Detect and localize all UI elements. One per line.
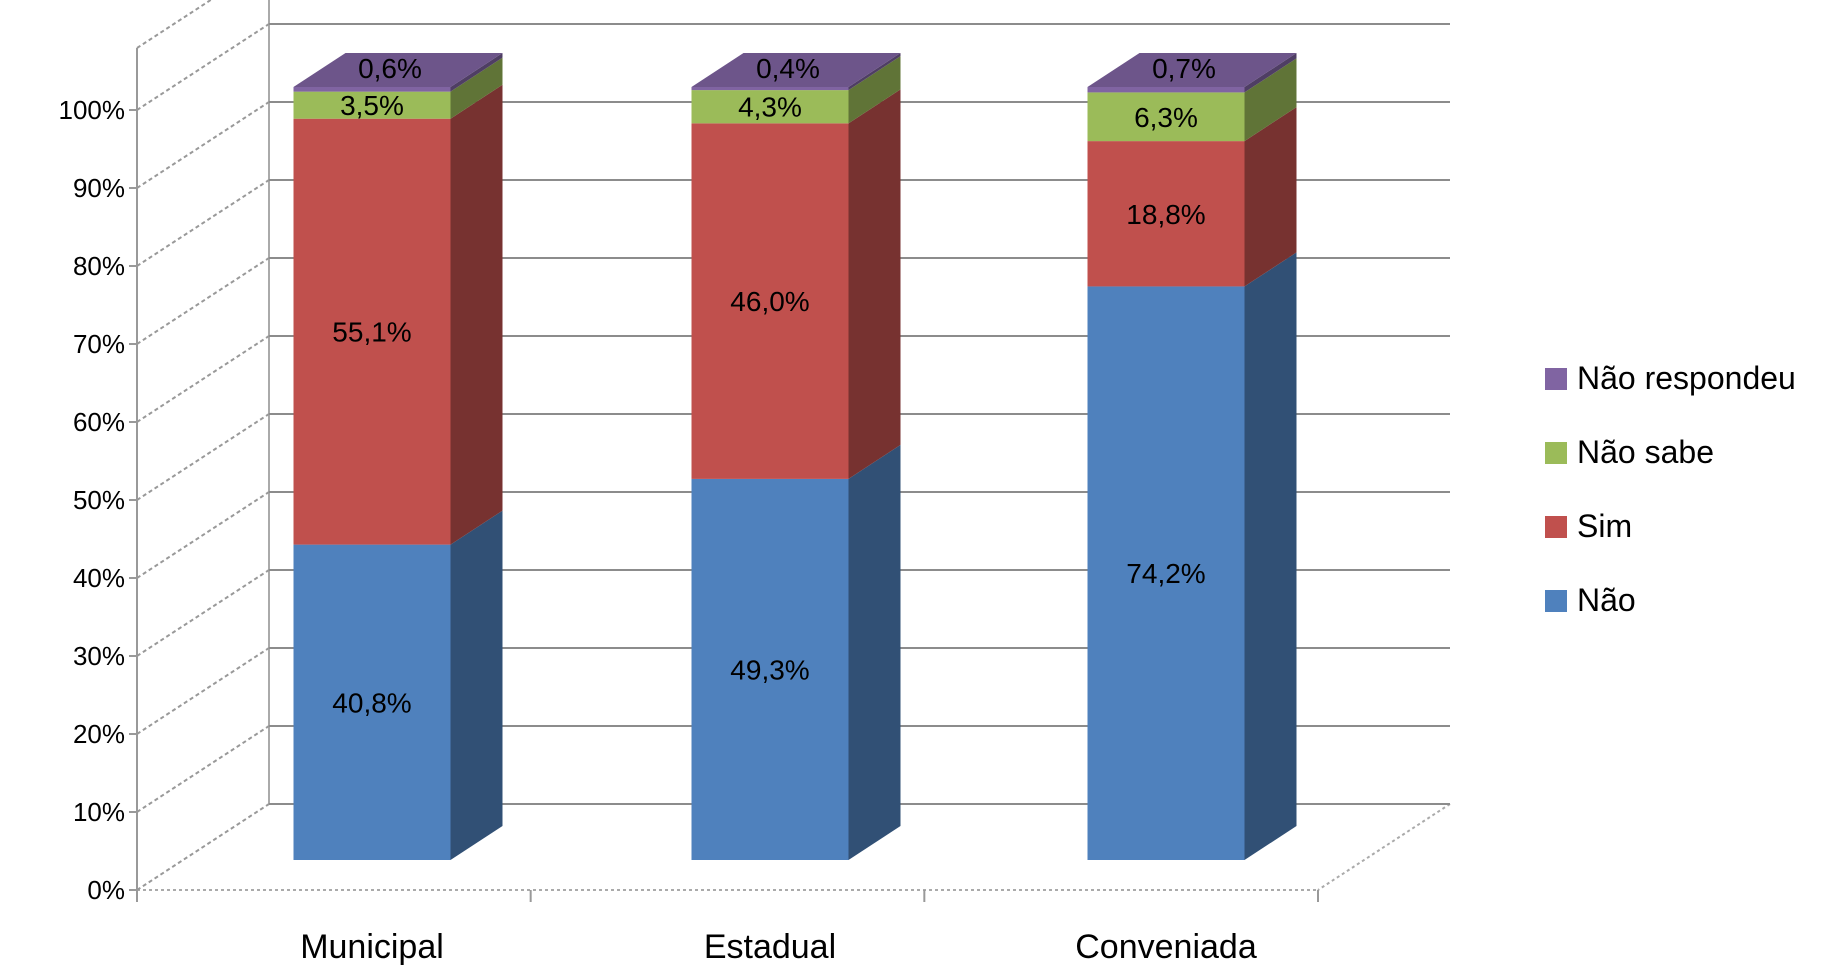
bar-segment <box>691 444 901 860</box>
bar-front-face <box>1087 286 1245 861</box>
bar-segment <box>1087 58 1297 142</box>
gridline-side <box>136 179 270 267</box>
bar-side-face <box>450 84 503 545</box>
legend: Não respondeu Não sabe Sim Não <box>1545 360 1796 618</box>
bar-front-face <box>691 123 849 479</box>
bar-front-face <box>1087 87 1245 93</box>
bar-side-face <box>848 53 901 91</box>
y-tick-label: 40% <box>73 563 125 593</box>
gridline-side <box>136 101 270 189</box>
bar-segment <box>293 53 503 92</box>
bar-front-face <box>1087 141 1245 287</box>
bar-front-face <box>691 90 849 124</box>
legend-swatch <box>1545 516 1567 538</box>
y-tick-label: 30% <box>73 641 125 671</box>
bar-side-face <box>450 510 503 860</box>
legend-label: Não sabe <box>1577 434 1714 470</box>
bar-top-face <box>293 53 503 87</box>
bar-side-face <box>450 57 503 119</box>
floor-right-edge <box>1317 803 1451 891</box>
bar-front-face <box>1087 92 1245 142</box>
bar-front-face <box>691 87 849 91</box>
gridline-side <box>136 257 270 345</box>
bar-side-face <box>1244 252 1297 860</box>
bar-side-face <box>848 444 901 860</box>
data-label: 4,3% <box>738 92 802 123</box>
legend-swatch <box>1545 590 1567 612</box>
gridline-side <box>136 491 270 579</box>
y-tick-label: 0% <box>87 875 125 905</box>
data-label: 18,8% <box>1126 199 1205 230</box>
gridline-side <box>136 803 270 891</box>
y-tick-label: 50% <box>73 485 125 515</box>
data-label: 74,2% <box>1126 558 1205 589</box>
bar-segment <box>1087 53 1297 93</box>
bar-side-face <box>848 56 901 124</box>
gridline-side <box>136 413 270 501</box>
data-label: 0,7% <box>1152 53 1216 84</box>
bar-front-face <box>293 91 451 119</box>
legend-swatch <box>1545 368 1567 390</box>
y-tick-label: 80% <box>73 251 125 281</box>
bar-side-face <box>1244 53 1297 93</box>
y-tick-label: 60% <box>73 407 125 437</box>
bars <box>293 53 1297 861</box>
y-tick-label: 20% <box>73 719 125 749</box>
data-labels: 40,8% 55,1% 3,5% 0,6% 49,3% 46,0% 4,3% 0,4% 74,2… <box>332 53 1216 718</box>
bar-segment <box>1087 107 1297 287</box>
bar-segment <box>293 57 503 119</box>
legend-swatch <box>1545 442 1567 464</box>
x-category-label: Municipal <box>300 928 444 966</box>
data-label: 55,1% <box>332 317 411 348</box>
gridline-side <box>136 0 213 49</box>
bar-top-face <box>1087 53 1297 87</box>
data-label: 46,0% <box>730 286 809 317</box>
data-label: 40,8% <box>332 687 411 718</box>
gridline-side <box>136 23 270 111</box>
data-label: 0,4% <box>756 53 820 84</box>
bar-front-face <box>293 544 451 860</box>
data-label: 6,3% <box>1134 102 1198 133</box>
y-tick-label: 90% <box>73 173 125 203</box>
bar-segment <box>293 510 503 860</box>
bar-side-face <box>848 89 901 479</box>
y-tick-label: 70% <box>73 329 125 359</box>
bar-segment <box>691 53 901 91</box>
bar-side-face <box>450 53 503 92</box>
bar-top-face <box>691 53 901 87</box>
bar-side-face <box>1244 107 1297 287</box>
bar-segment <box>691 89 901 479</box>
y-tick-label: 100% <box>59 95 126 125</box>
gridline-side <box>136 335 270 423</box>
gridline-side <box>136 569 270 657</box>
bar-front-face <box>691 478 849 860</box>
gridline-side <box>136 725 270 813</box>
bar-segment <box>1087 252 1297 861</box>
legend-label: Sim <box>1577 508 1632 544</box>
axes: 0% 10% 20% 30% 40% 50% 60% 70% 80% 90% 100% Municip… <box>59 48 1319 966</box>
bar-segment <box>293 84 503 545</box>
bar-side-face <box>1244 58 1297 142</box>
bar-front-face <box>293 118 451 545</box>
data-label: 3,5% <box>340 90 404 121</box>
data-label: 49,3% <box>730 654 809 685</box>
x-category-label: Estadual <box>704 928 836 966</box>
legend-label: Não respondeu <box>1577 360 1796 396</box>
x-category-label: Conveniada <box>1075 928 1257 966</box>
legend-label: Não <box>1577 582 1636 618</box>
gridline-side <box>136 647 270 735</box>
y-tick-label: 10% <box>73 797 125 827</box>
bar-front-face <box>293 87 451 92</box>
data-label: 0,6% <box>358 53 422 84</box>
bar-segment <box>691 56 901 124</box>
